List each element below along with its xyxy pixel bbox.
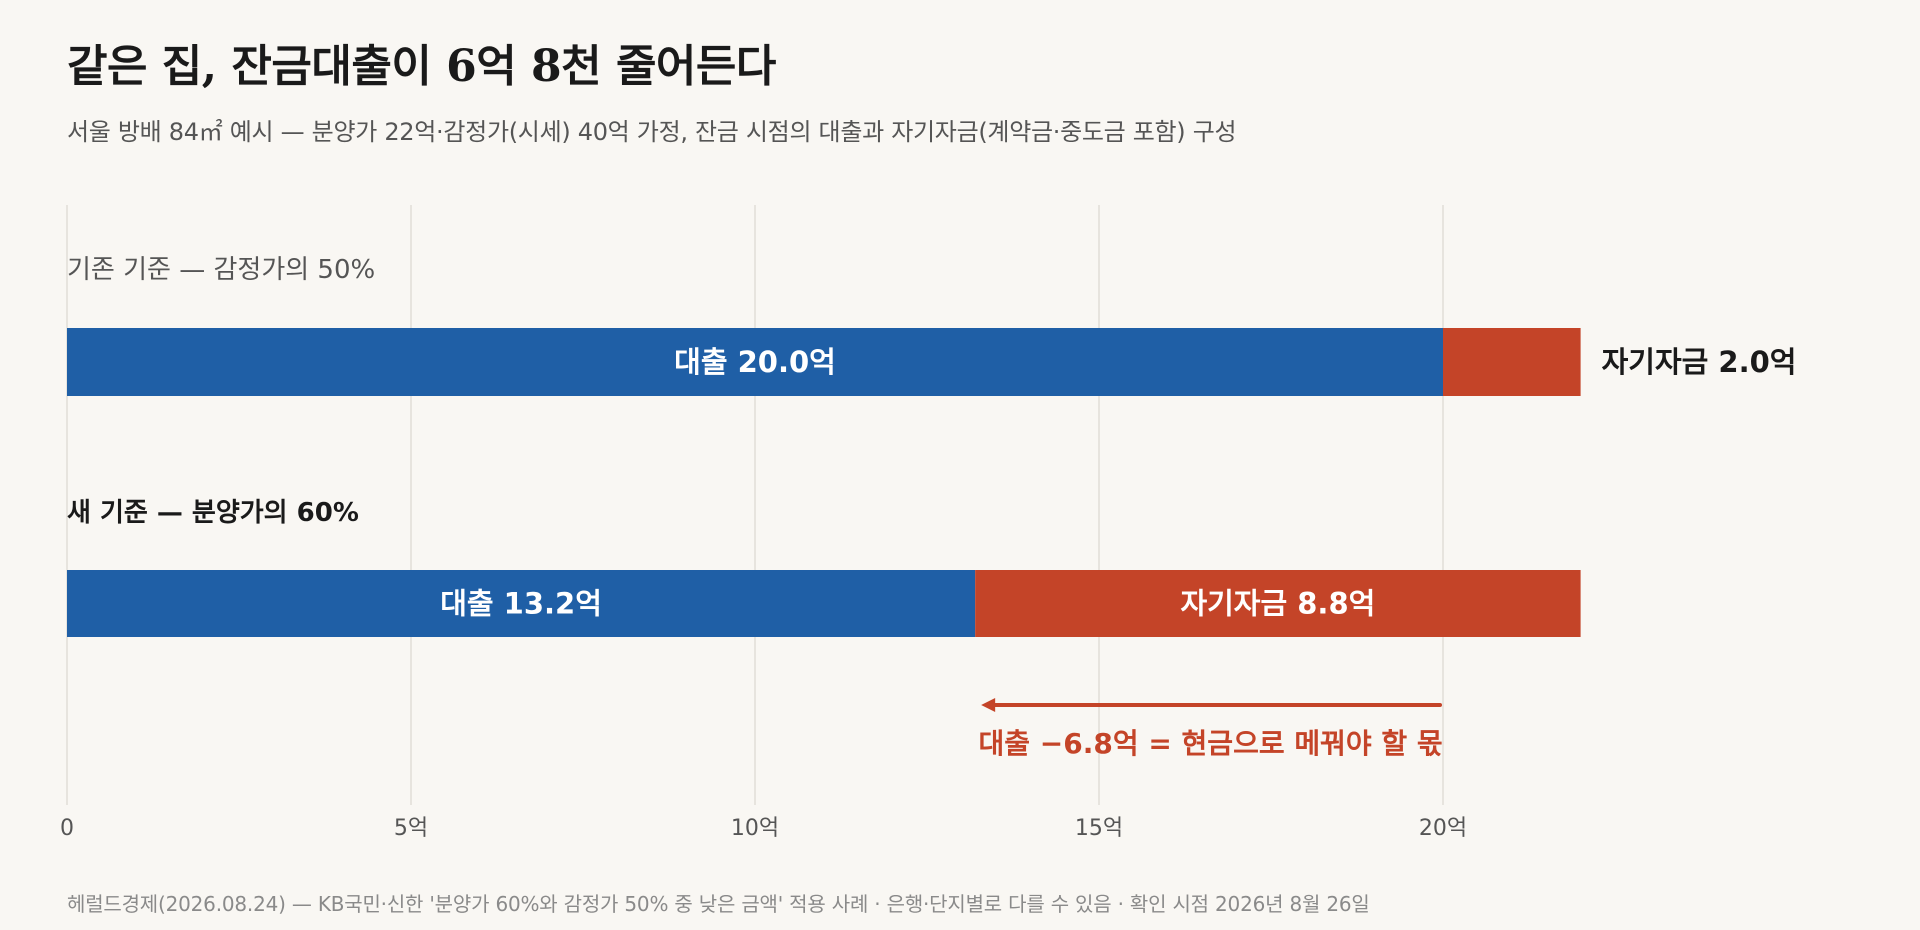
chart-subtitle: 서울 방배 84㎡ 예시 — 분양가 22억·감정가(시세) 40억 가정, 잔… [67, 118, 1237, 146]
x-tick-label: 15억 [1075, 816, 1123, 841]
own-funds-value-label: 자기자금 8.8억 [1180, 587, 1375, 621]
own-funds-value-label: 자기자금 2.0억 [1602, 345, 1797, 379]
loan-value-label: 대출 13.2억 [440, 587, 602, 621]
chart-title: 같은 집, 잔금대출이 6억 8천 줄어든다 [67, 41, 776, 92]
x-tick-label: 20억 [1419, 816, 1467, 841]
x-axis-ticks: 0 5억 10억 15억 20억 [60, 816, 1467, 841]
x-tick-label: 5억 [394, 816, 428, 841]
annotation-text: 대출 −6.8억 = 현금으로 메꿔야 할 몫 [979, 727, 1443, 760]
row-label: 기존 기준 — 감정가의 50% [67, 255, 375, 285]
row-label: 새 기준 — 분양가의 60% [67, 498, 359, 528]
annotation: 대출 −6.8억 = 현금으로 메꿔야 할 몫 [979, 698, 1443, 760]
stacked-bar-chart: 기존 기준 — 감정가의 50% 대출 20.0억 자기자금 2.0억새 기준 — … [60, 205, 1796, 841]
bars [67, 328, 1581, 637]
own-funds-bar [1443, 328, 1581, 396]
x-tick-label: 0 [60, 816, 74, 841]
x-tick-label: 10억 [731, 816, 779, 841]
arrow-head [981, 698, 996, 712]
loan-bar [67, 328, 1443, 396]
loan-bar [67, 570, 976, 637]
loan-value-label: 대출 20.0억 [674, 345, 836, 379]
own-funds-bar [975, 570, 1581, 637]
labels: 기존 기준 — 감정가의 50% 대출 20.0억 자기자금 2.0억새 기준 — … [67, 255, 1796, 621]
source-footnote: 헤럴드경제(2026.08.24) — KB국민·신한 '분양가 60%와 감정… [67, 892, 1370, 916]
